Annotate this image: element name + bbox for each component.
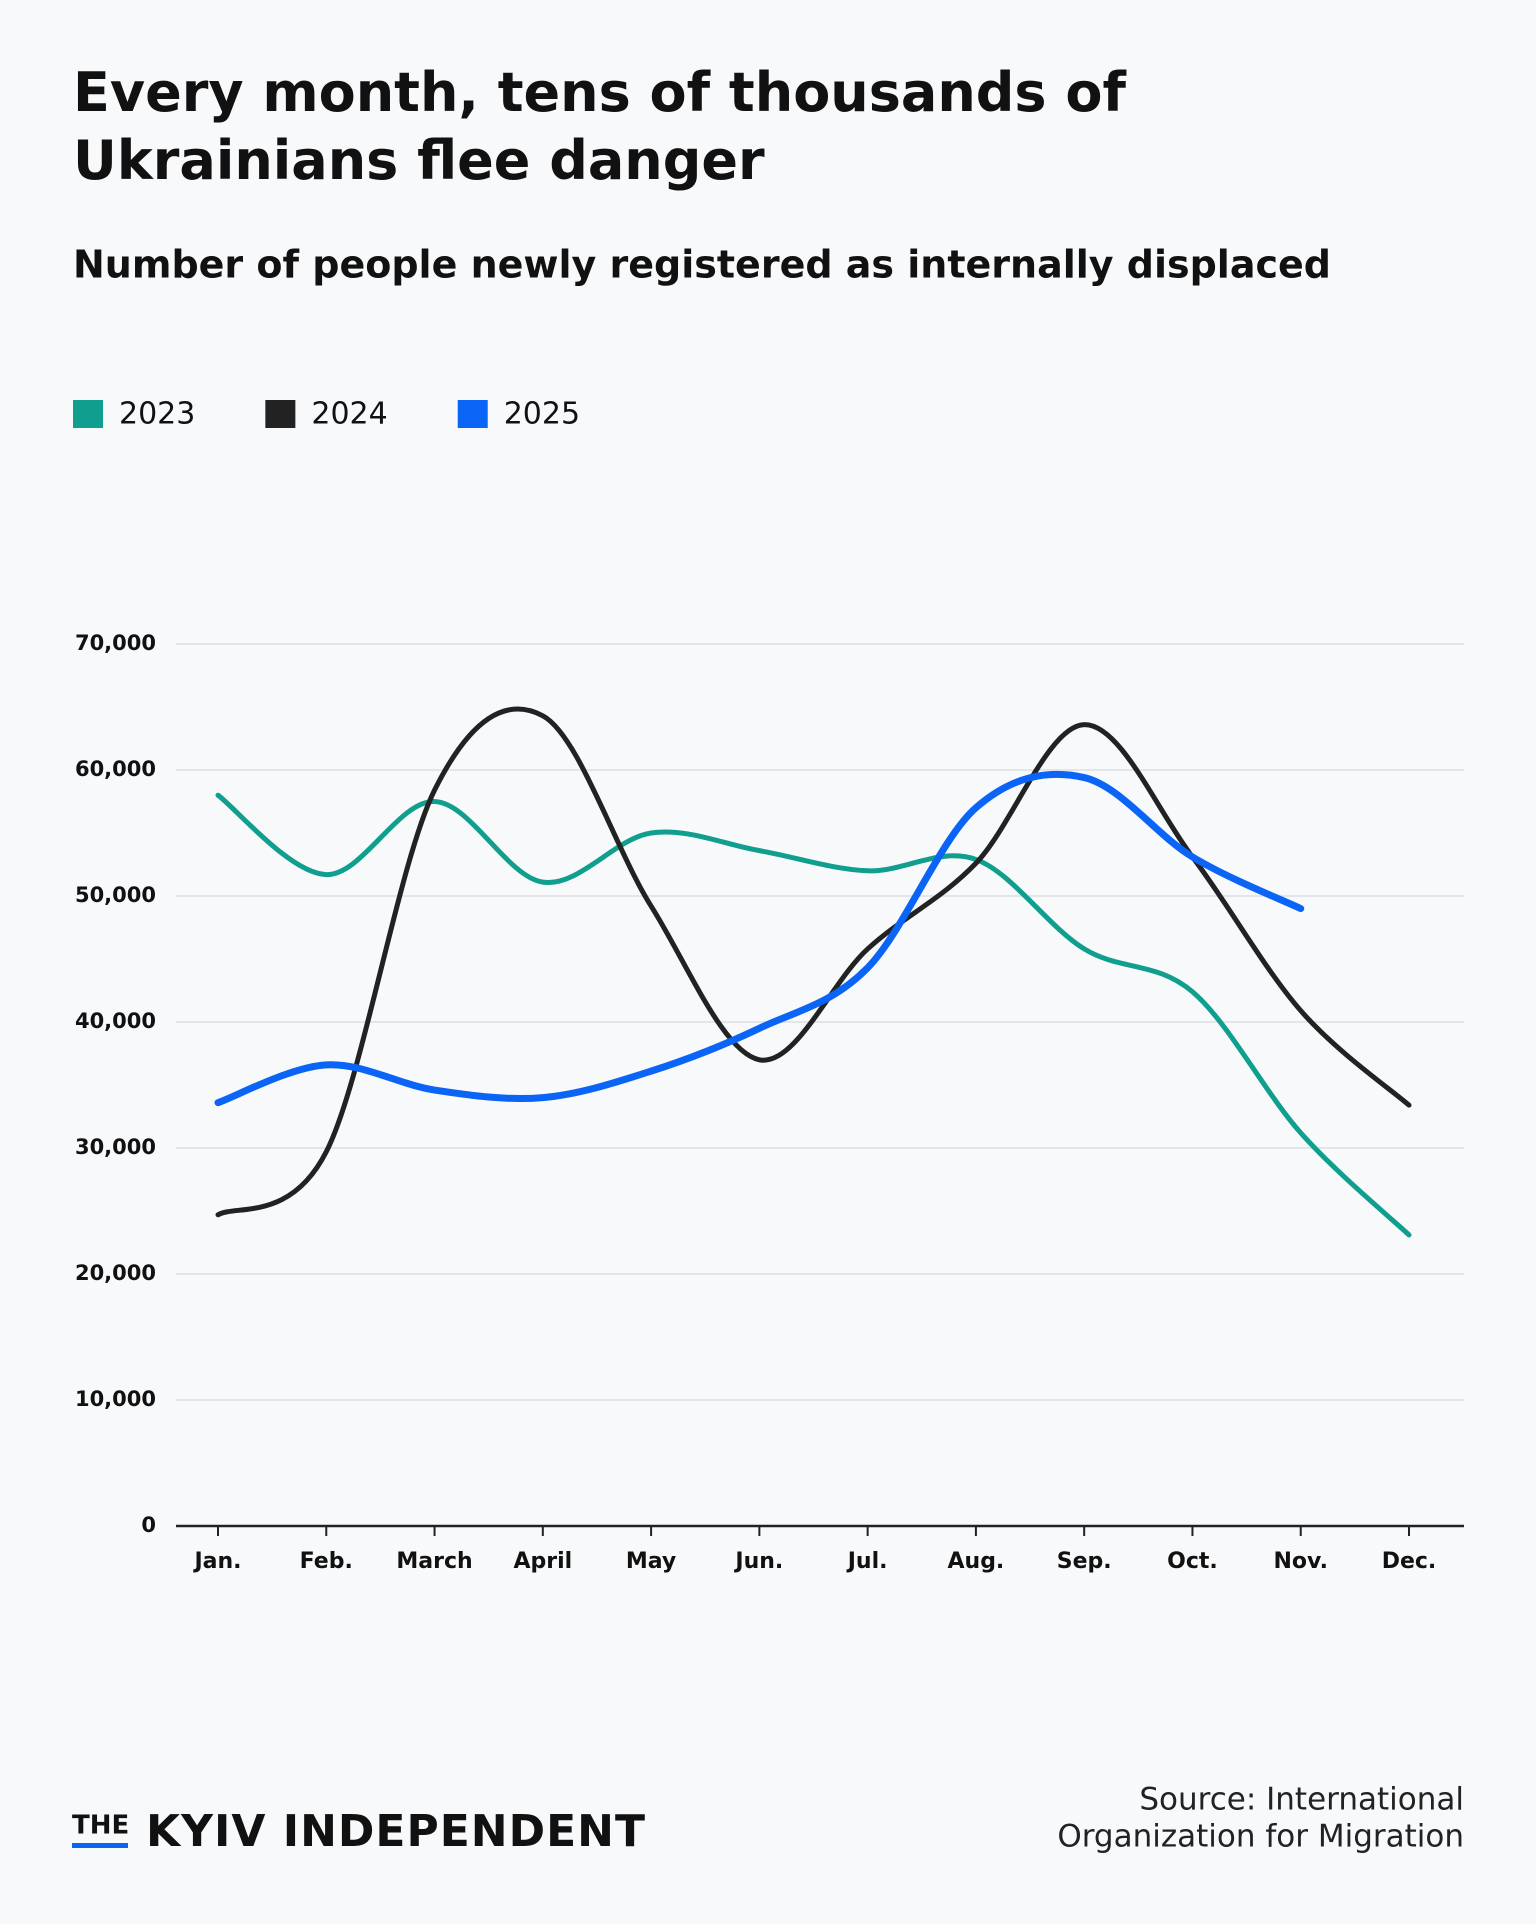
y-tick-label: 30,000 — [75, 1135, 156, 1159]
legend-swatch — [73, 400, 103, 428]
x-tick-label: Nov. — [1274, 1549, 1328, 1574]
legend-label: 2023 — [119, 397, 195, 432]
y-tick-label: 10,000 — [75, 1387, 156, 1411]
series-line — [214, 770, 1305, 1107]
brand-small: THE — [72, 1811, 129, 1841]
source: Organization for Migration — [1057, 1819, 1464, 1855]
x-tick-label: Feb. — [300, 1549, 353, 1574]
brand-large: KYIV INDEPENDENT — [146, 1806, 646, 1857]
x-tick-label: Sep. — [1057, 1549, 1112, 1574]
y-tick-label: 50,000 — [75, 883, 156, 907]
y-tick-label: 0 — [141, 1513, 156, 1537]
series-line — [215, 792, 1412, 1238]
x-tick-label: Jun. — [733, 1549, 783, 1574]
brand-underline — [72, 1843, 128, 1848]
x-tick-label: Oct. — [1167, 1549, 1218, 1574]
y-tick-label: 70,000 — [75, 631, 156, 655]
x-tick-label: Jan. — [192, 1549, 241, 1574]
x-tick-label: May — [626, 1549, 676, 1574]
legend-label: 2025 — [504, 397, 580, 432]
y-tick-label: 60,000 — [75, 757, 156, 781]
chart-title: Every month, tens of thousands of Ukraini… — [73, 61, 1126, 192]
chart-subtitle: Number of people newly registered as int… — [73, 243, 1331, 287]
legend-label: 2024 — [311, 397, 387, 432]
x-tick-label: Dec. — [1382, 1549, 1437, 1574]
x-tick-label: Aug. — [948, 1549, 1005, 1574]
x-tick-label: March — [396, 1549, 472, 1574]
y-tick-label: 20,000 — [75, 1261, 156, 1285]
x-tick-label: April — [513, 1549, 572, 1574]
source: Source: International — [1139, 1782, 1464, 1818]
series-line — [215, 706, 1412, 1218]
legend-swatch — [457, 400, 488, 428]
y-tick-label: 40,000 — [75, 1009, 156, 1033]
legend-swatch — [265, 400, 296, 428]
x-tick-label: Jul. — [846, 1549, 888, 1574]
